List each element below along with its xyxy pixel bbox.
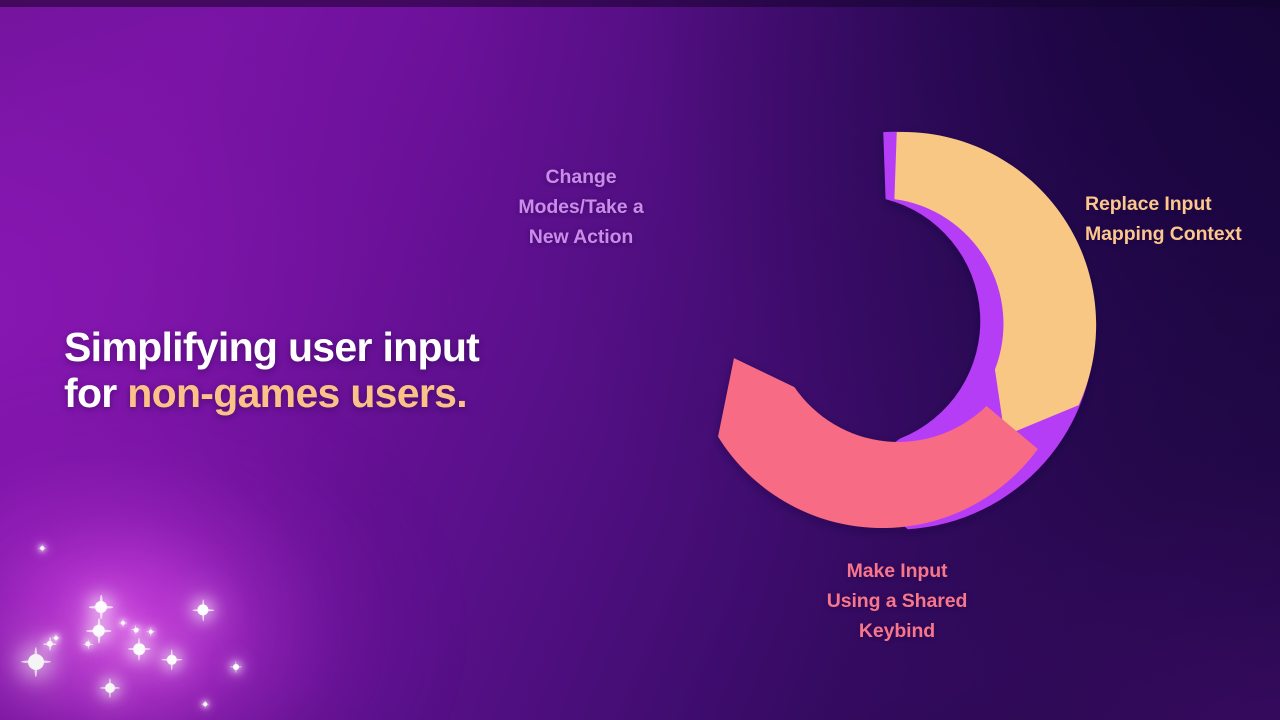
title-prefix: for <box>64 370 128 417</box>
sparkle-star <box>105 683 115 693</box>
sparkle-star <box>133 643 145 655</box>
label-line: Make Input <box>846 560 948 582</box>
title-line-2: for non-games users. <box>64 370 624 417</box>
sparkle-star <box>54 636 58 640</box>
cycle-segment-make-input-shared-keybind[interactable] <box>718 358 1038 529</box>
sparkle-star <box>133 627 139 633</box>
cycle-label-change-modes: Change Modes/Take a New Action <box>466 163 696 252</box>
sparkle-star <box>40 546 44 550</box>
cycle-label-replace-input-mapping: Replace Input Mapping Context <box>1085 190 1280 250</box>
label-line: Using a Shared <box>826 589 968 612</box>
sparkle-star <box>95 601 107 613</box>
background-magenta-glow <box>0 350 470 720</box>
sparkle-star <box>233 664 239 670</box>
sparkle-star <box>92 624 106 638</box>
title-accent: non-games users. <box>127 370 467 417</box>
cycle-segment-replace-input-mapping[interactable] <box>894 132 1097 436</box>
cycle-label-make-input-shared-keybind: Make Input Using a Shared Keybind <box>782 557 1012 646</box>
sparkle-star <box>28 654 44 670</box>
background-top-edge-band <box>0 0 1280 7</box>
cycle-diagram-svg <box>718 131 1097 530</box>
sparkle-star <box>148 629 154 635</box>
label-line: Mapping Context <box>1085 222 1242 245</box>
label-line: Keybind <box>858 619 936 642</box>
label-line: Modes/Take a <box>518 195 644 218</box>
sparkle-star <box>166 654 178 666</box>
cycle-diagram <box>655 90 1125 560</box>
label-line: Replace Input <box>1085 193 1212 215</box>
sparkle-star <box>121 621 125 625</box>
sparkle-star <box>85 641 91 647</box>
title-line-1: Simplifying user input <box>64 324 480 371</box>
sparkle-star <box>197 604 209 616</box>
sparkle-star <box>203 702 207 706</box>
slide-title: Simplifying user input for non-games use… <box>64 325 624 417</box>
label-line: Change <box>545 166 617 188</box>
sparkle-star <box>46 640 54 648</box>
label-line: New Action <box>528 225 634 248</box>
